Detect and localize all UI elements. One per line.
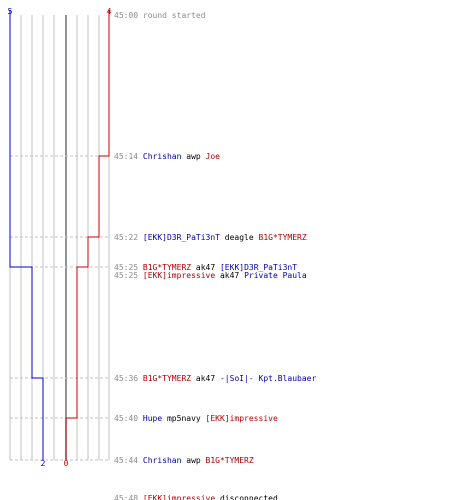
- right-team-end-count: 0: [64, 459, 69, 468]
- event-row: 45:36 B1G*TYMERZ ak47 -|SoI|- Kpt.Blauba…: [114, 374, 317, 383]
- event-player: B1G*TYMERZ: [143, 263, 191, 272]
- event-player: B1G*TYMERZ: [254, 233, 307, 242]
- event-player: [EKK]impressive: [143, 494, 215, 500]
- alive-step-lines: [9, 10, 110, 460]
- left-team-alive-line: [9, 10, 44, 460]
- event-player: Chrishan: [143, 456, 182, 465]
- event-player: Joe: [201, 152, 220, 161]
- event-weapon: mp5navy: [162, 414, 201, 423]
- event-weapon: awp: [181, 456, 200, 465]
- right-team-start-count: 4: [107, 7, 112, 16]
- event-row: 45:14 Chrishan awp Joe: [114, 152, 220, 161]
- event-guides: [10, 155, 109, 461]
- event-timestamp: 45:25: [114, 263, 143, 272]
- event-timestamp: 45:36: [114, 374, 143, 383]
- event-weapon: ak47: [191, 263, 215, 272]
- event-timestamp: 45:48: [114, 494, 143, 500]
- event-row: 45:40 Hupe mp5navy [EKK]impressive: [114, 414, 278, 423]
- event-weapon: disconnected: [215, 494, 278, 500]
- event-player: B1G*TYMERZ: [201, 456, 254, 465]
- alive-counts: 5 4 2 0: [8, 7, 112, 468]
- event-weapon: deagle: [220, 233, 254, 242]
- event-timestamp: 45:25: [114, 271, 143, 280]
- event-row: 45:44 Chrishan awp B1G*TYMERZ: [114, 456, 254, 465]
- event-player: B1G*TYMERZ: [143, 374, 191, 383]
- event-timestamp: 45:22: [114, 233, 143, 242]
- event-row: 45:48 [EKK]impressive disconnected: [114, 494, 278, 500]
- event-player: [EKK]impressive: [143, 271, 215, 280]
- event-message: round started: [143, 11, 206, 20]
- event-player: [EKK]D3R_PaTi3nT: [143, 233, 220, 242]
- event-weapon: awp: [181, 152, 200, 161]
- event-timestamp: 45:44: [114, 456, 143, 465]
- event-player: Chrishan: [143, 152, 182, 161]
- event-timestamp: 45:14: [114, 152, 143, 161]
- event-row: 45:00 round started: [114, 11, 206, 20]
- event-weapon: ak47: [191, 374, 215, 383]
- event-player: [EKK]D3R_PaTi3nT: [215, 263, 297, 272]
- event-player: -|SoI|- Kpt.Blaubaer: [215, 374, 316, 383]
- event-row: 45:22 [EKK]D3R_PaTi3nT deagle B1G*TYMERZ: [114, 233, 307, 242]
- event-weapon: ak47: [215, 271, 239, 280]
- left-team-end-count: 2: [41, 459, 46, 468]
- event-player: [EKK]impressive: [201, 414, 278, 423]
- right-team-alive-line: [65, 10, 110, 460]
- event-player: Private Paula: [239, 271, 307, 280]
- left-team-start-count: 5: [8, 7, 13, 16]
- event-row: 45:25 [EKK]impressive ak47 Private Paula: [114, 271, 307, 280]
- event-player: Hupe: [143, 414, 162, 423]
- event-row: 45:25 B1G*TYMERZ ak47 [EKK]D3R_PaTi3nT: [114, 263, 297, 272]
- event-list: 45:00 round started 45:14 Chrishan awp Jo…: [114, 11, 317, 500]
- event-timestamp: 45:00: [114, 11, 143, 20]
- event-timestamp: 45:40: [114, 414, 143, 423]
